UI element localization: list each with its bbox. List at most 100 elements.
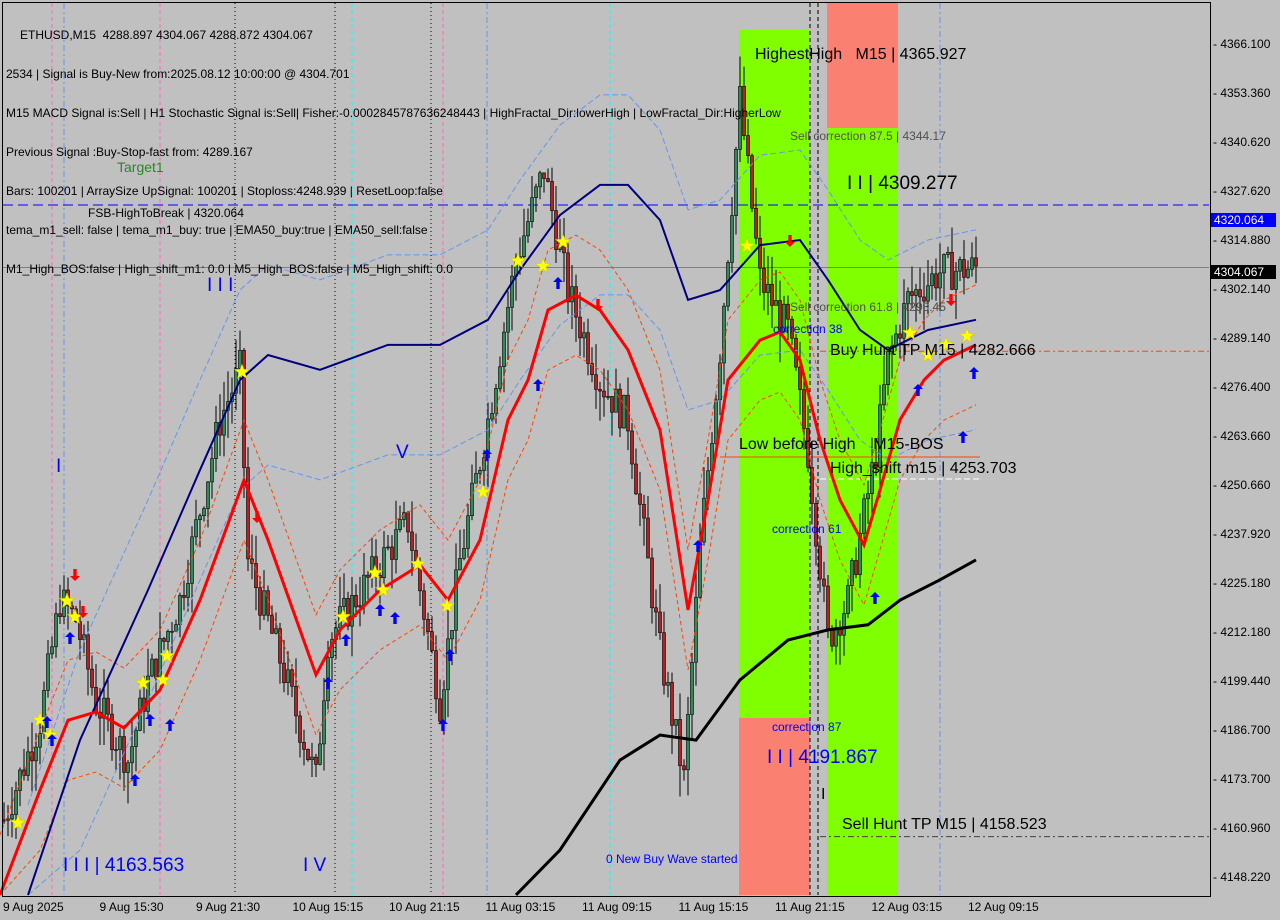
current-price-tag: 4304.067 (1211, 265, 1276, 279)
sell-hunt-label: Sell Hunt TP M15 | 4158.523 (842, 816, 1047, 833)
buy-star-icon (474, 483, 492, 500)
bear-candle (554, 210, 558, 250)
bear-candle (162, 638, 166, 642)
bear-candle (826, 585, 830, 630)
up-arrow-icon (130, 774, 140, 786)
bull-candle (450, 630, 454, 640)
bull-candle (858, 533, 862, 575)
up-arrow-icon (42, 716, 52, 728)
up-arrow-icon (165, 719, 175, 731)
bull-candle (442, 689, 446, 722)
bear-candle (574, 286, 578, 318)
buy-star-icon (134, 674, 152, 691)
bear-candle (802, 389, 806, 429)
bear-candle (298, 715, 302, 743)
bull-candle (210, 458, 214, 483)
up-arrow-icon (445, 649, 455, 661)
correction-38-label: correction 38 (773, 322, 843, 336)
bear-candle (598, 389, 602, 392)
target1-label: Target1 (117, 159, 164, 175)
up-arrow-icon (693, 540, 703, 552)
y-axis-tick: - 4148.220 (1213, 870, 1271, 884)
sell-correction-618-label: Sell correction 61.8 | 4293.45 (790, 300, 946, 314)
buy-star-icon (158, 647, 176, 664)
bear-candle (542, 172, 546, 179)
x-axis-tick: 12 Aug 09:15 (968, 900, 1039, 914)
bear-candle (258, 587, 262, 616)
bull-candle (942, 254, 946, 274)
new-buy-wave-label: 0 New Buy Wave started (606, 852, 738, 866)
up-arrow-icon (870, 592, 880, 604)
bull-candle (526, 221, 530, 237)
bull-candle (470, 482, 474, 517)
bear-candle (670, 682, 674, 726)
bear-candle (814, 503, 818, 547)
down-arrow-icon (785, 235, 795, 247)
bull-candle (194, 519, 198, 538)
bull-candle (150, 658, 154, 677)
wave-iii-label: I I I (207, 275, 234, 296)
bull-candle (34, 746, 38, 762)
buy-star-icon (554, 233, 572, 250)
bull-candle (766, 283, 770, 293)
bull-candle (38, 733, 42, 748)
bull-candle (238, 350, 242, 369)
bear-candle (810, 467, 814, 504)
highest-high-label: HighestHigh M15 | 4365.927 (755, 46, 967, 63)
bear-candle (58, 613, 62, 617)
bull-candle (454, 569, 458, 631)
sell-correction-875-label: Sell correction 87.5 | 4344.17 (790, 129, 946, 143)
bull-candle (694, 596, 698, 663)
sell-zone-red (827, 3, 898, 128)
bear-candle (790, 318, 794, 339)
bull-candle (394, 529, 398, 560)
info-line: 2534 | Signal is Buy-New from:2025.08.12… (6, 67, 350, 81)
y-axis-tick: - 4327.620 (1213, 184, 1271, 198)
info-line: tema_m1_sell: false | tema_m1_buy: true … (6, 223, 428, 237)
bear-candle (290, 669, 294, 687)
bull-candle (842, 613, 846, 636)
bear-candle (254, 563, 258, 588)
bear-candle (754, 207, 758, 239)
buy-zone-green (739, 30, 810, 718)
bear-candle (602, 390, 606, 398)
buy-star-icon (374, 581, 392, 598)
bull-candle (186, 583, 190, 598)
bear-candle (918, 289, 922, 298)
bear-candle (314, 756, 318, 765)
down-arrow-icon (70, 569, 80, 581)
bull-candle (930, 273, 934, 287)
bear-candle (550, 181, 554, 211)
bear-candle (610, 396, 614, 413)
bull-candle (274, 628, 278, 634)
buy-star-icon (438, 597, 456, 614)
bull-candle (534, 186, 538, 198)
bull-candle (914, 289, 918, 296)
x-axis-tick: 12 Aug 03:15 (871, 900, 943, 914)
bull-candle (882, 384, 886, 406)
bull-candle (870, 462, 874, 494)
bull-candle (446, 638, 450, 691)
bear-candle (950, 251, 954, 290)
buy-star-icon (334, 608, 352, 625)
upper-channel-line (27, 94, 977, 806)
bull-candle (502, 331, 506, 368)
bear-candle (822, 578, 826, 587)
bull-candle (358, 605, 362, 608)
buy-star-icon (509, 252, 527, 269)
buy-star-icon (366, 564, 384, 581)
bear-candle (898, 333, 902, 339)
bear-candle (578, 316, 582, 339)
buy-star-icon (901, 324, 919, 341)
up-arrow-icon (65, 632, 75, 644)
y-axis-tick: - 4212.180 (1213, 625, 1271, 639)
bull-candle (46, 653, 50, 691)
bull-candle (718, 362, 722, 401)
bull-candle (958, 259, 962, 272)
wave-ii-high-label: I I | 4309.277 (847, 173, 958, 194)
bear-candle (798, 366, 802, 390)
bear-candle (786, 303, 790, 320)
bull-candle (570, 286, 574, 303)
y-axis-tick: - 4366.100 (1213, 37, 1271, 51)
